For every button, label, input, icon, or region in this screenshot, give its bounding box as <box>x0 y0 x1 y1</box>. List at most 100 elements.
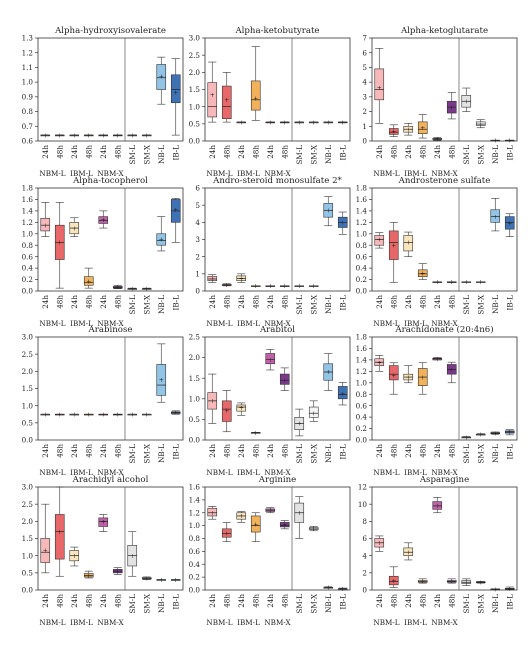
box-body <box>337 386 348 400</box>
box-IB-L: + <box>170 577 181 584</box>
box-NB-L: + <box>490 198 501 232</box>
y-tick-label: 2 <box>195 252 200 261</box>
box-SM-X: + <box>308 283 319 290</box>
mean-marker: + <box>420 579 425 586</box>
box-NB-L: + <box>323 196 334 227</box>
x-tick-label: 48h <box>55 594 64 608</box>
panel-title: Arabitol <box>259 325 295 335</box>
x-tick-label: SM-X <box>476 294 485 314</box>
x-tick-label: SM-L <box>295 594 304 614</box>
mean-marker: + <box>340 391 345 398</box>
x-tick-label: IB-L <box>171 145 180 161</box>
box-24h: + <box>98 132 109 139</box>
y-tick-label: 1.6 <box>189 483 201 492</box>
group-label: NBM-L <box>373 468 399 477</box>
group-label: NBM-X <box>264 468 291 477</box>
x-tick-label: SM-X <box>142 443 151 463</box>
box-SM-L: + <box>127 531 138 577</box>
y-tick-label: 1.3 <box>22 34 34 43</box>
box-48h: + <box>54 411 65 418</box>
x-tick-label: 48h <box>447 594 456 608</box>
mean-marker: + <box>210 398 215 405</box>
mean-marker: + <box>239 513 244 520</box>
group-label: IBM-L <box>70 618 93 627</box>
x-tick-label: 48h <box>222 145 231 159</box>
mean-marker: + <box>268 357 273 364</box>
y-tick-label: 0.2 <box>22 275 33 284</box>
box-NB-L: + <box>490 138 501 145</box>
box-48h: + <box>221 390 232 433</box>
box-24h: + <box>236 511 247 523</box>
box-body <box>54 514 65 560</box>
y-tick-label: 1.6 <box>356 344 368 353</box>
y-tick-label: 1.5 <box>189 374 201 383</box>
mean-marker: + <box>406 549 411 556</box>
box-24h: + <box>236 402 247 416</box>
box-24h: + <box>374 47 385 124</box>
box-24h: + <box>69 411 80 418</box>
mean-marker: + <box>478 579 483 586</box>
y-tick-label: 0.6 <box>356 252 368 261</box>
y-tick-label: 1.0 <box>22 551 34 560</box>
box-48h: + <box>279 520 290 529</box>
panel-title: Arabinose <box>88 325 133 335</box>
mean-marker: + <box>507 586 512 593</box>
mean-marker: + <box>130 553 135 560</box>
box-48h: + <box>54 486 65 577</box>
mean-marker: + <box>210 510 215 517</box>
box-body <box>40 538 51 563</box>
box-body <box>40 218 51 232</box>
mean-marker: + <box>340 119 345 126</box>
box-48h: + <box>388 362 399 395</box>
mean-marker: + <box>173 577 178 584</box>
panel-9: Arachidonate (20:4n6) 0.0 0.2 0.4 0.6 0.8 1.0 1… <box>356 324 518 477</box>
y-tick-label: 5 <box>362 63 367 72</box>
x-tick-label: IB-L <box>171 444 180 460</box>
x-tick-label: 24h <box>375 145 384 159</box>
x-tick-label: IB-L <box>505 444 514 460</box>
x-tick-label: 48h <box>113 295 122 309</box>
x-tick-label: IB-L <box>505 295 514 311</box>
x-tick-label: NB-L <box>157 145 166 164</box>
box-24h: + <box>403 231 414 257</box>
x-tick-label: 48h <box>251 444 260 458</box>
box-24h: + <box>69 546 80 567</box>
group-label: IBM-L <box>70 169 93 178</box>
box-24h: + <box>98 514 109 532</box>
box-48h: + <box>446 578 457 586</box>
y-tick-label: 0.0 <box>22 287 34 296</box>
mean-marker: + <box>57 411 62 418</box>
plot-frame <box>37 37 184 142</box>
box-48h: + <box>112 411 123 418</box>
x-tick-label: 48h <box>251 295 260 309</box>
plot-frame <box>371 37 518 142</box>
y-tick-label: 0.8 <box>356 241 368 250</box>
x-tick-label: 24h <box>375 295 384 309</box>
x-tick-label: SM-L <box>462 295 471 315</box>
mean-marker: + <box>435 136 440 143</box>
box-24h: + <box>265 507 276 514</box>
x-tick-label: 48h <box>389 594 398 608</box>
y-tick-label: 0.0 <box>356 287 368 296</box>
y-tick-label: 6 <box>195 184 200 193</box>
box-body <box>156 364 167 396</box>
mean-marker: + <box>268 283 273 290</box>
x-tick-label: 48h <box>418 444 427 458</box>
mean-marker: + <box>406 374 411 381</box>
box-IB-L: + <box>504 586 515 593</box>
x-tick-label: 48h <box>447 444 456 458</box>
mean-marker: + <box>43 548 48 555</box>
box-SM-L: + <box>127 132 138 139</box>
mean-marker: + <box>268 507 273 514</box>
mean-marker: + <box>406 240 411 247</box>
mean-marker: + <box>224 97 229 104</box>
x-tick-label: NB-L <box>491 295 500 314</box>
x-tick-label: SM-L <box>295 295 304 315</box>
mean-marker: + <box>493 138 498 145</box>
x-tick-label: 48h <box>84 295 93 309</box>
mean-marker: + <box>72 132 77 139</box>
mean-marker: + <box>144 576 149 583</box>
box-body <box>504 216 515 230</box>
y-tick-label: 2 <box>362 107 367 116</box>
mean-marker: + <box>478 121 483 128</box>
